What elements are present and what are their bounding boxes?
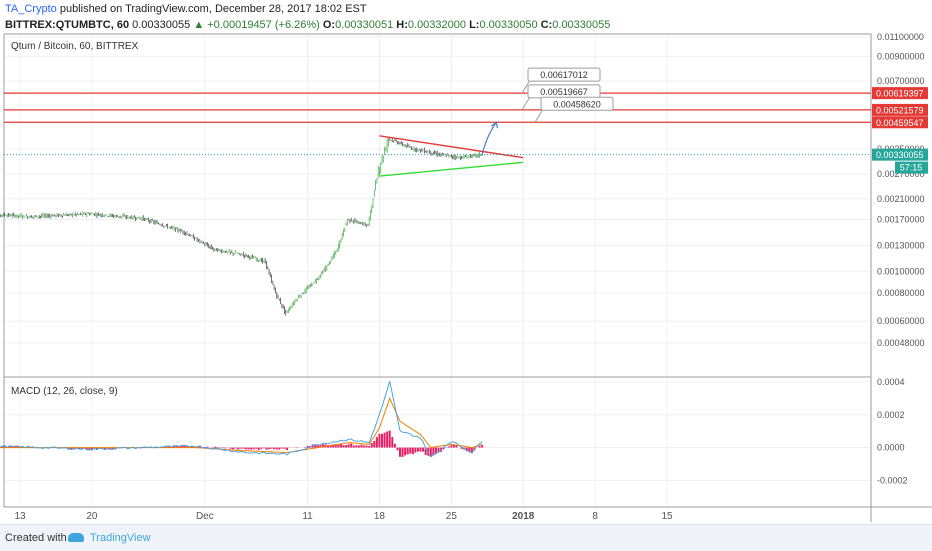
ohlc-item: C:0.00330055 (537, 19, 611, 31)
level-price-tag (872, 116, 928, 129)
tradingview-icon (68, 533, 84, 542)
y-tick-label: 0.00900000 (877, 52, 925, 62)
level-callout-text: 0.00458620 (553, 99, 601, 109)
level-price-text: 0.00619397 (876, 89, 924, 99)
macd-tick-label: 0.0004 (877, 377, 905, 387)
y-tick-label: 0.00130000 (877, 241, 925, 251)
triangle-lower-line[interactable] (379, 161, 524, 177)
triangle-pattern[interactable] (4, 121, 871, 177)
symbol-label: BITTREX:QTUMBTC, 60 (5, 19, 130, 31)
ohlc-item: H:0.00332000 (393, 19, 467, 31)
y-tick-label: 0.00048000 (877, 338, 925, 348)
y-tick-label: 0.00700000 (877, 76, 925, 86)
footer: Created with TradingView (0, 524, 932, 551)
y-tick-label: 0.00210000 (877, 194, 925, 204)
macd-tick-label: 0.0000 (877, 443, 905, 453)
x-tick-label: 13 (14, 511, 26, 522)
macd-line (0, 381, 483, 458)
symbol-line: BITTREX:QTUMBTC, 60 0.00330055 ▲ +0.0001… (5, 19, 610, 31)
candles (0, 137, 483, 316)
y-tick-label: 0.00270000 (877, 169, 925, 179)
resistance-levels[interactable]: 0.00617012 0.00519667 0.00458620 (4, 67, 871, 123)
callout-pointer (534, 109, 544, 123)
level-price-tag (872, 103, 928, 116)
current-price-text: 0.00330055 (876, 150, 924, 160)
x-tick-label: Dec (196, 511, 214, 522)
y-tick-label: 0.00100000 (877, 266, 925, 276)
x-tick-label: 18 (374, 511, 386, 522)
signal-line (0, 397, 483, 454)
callout-pointer (521, 96, 531, 111)
x-tick-label: 20 (86, 511, 98, 522)
macd-axis: 0.0004 0.0002 0.0000 -0.0002 (877, 377, 908, 485)
ohlc-item: L:0.00330050 (466, 19, 538, 31)
x-tick-label: 2018 (512, 511, 535, 522)
price-chart[interactable]: Qtum / Bitcoin, 60, BITTREX MACD (12, 26… (0, 0, 932, 522)
created-with: Created with (5, 532, 67, 544)
level-callout-text: 0.00617012 (540, 70, 588, 80)
last-price: 0.00330055 (132, 19, 191, 31)
time-axis: 13 20 Dec 11 18 25 2018 8 15 (14, 511, 673, 522)
author-link[interactable]: TA_Crypto (5, 3, 57, 15)
x-tick-label: 8 (592, 511, 598, 522)
macd-title: MACD (12, 26, close, 9) (11, 386, 118, 397)
chart-title: Qtum / Bitcoin, 60, BITTREX (11, 41, 139, 52)
change-value: ▲ +0.00019457 (+6.26%) (193, 19, 320, 31)
y-tick-label: 0.00060000 (877, 316, 925, 326)
x-tick-label: 15 (661, 511, 673, 522)
price-tags: 0.00619397 0.00521579 0.00459547 0.00330055… (872, 87, 928, 174)
current-price-tag (872, 148, 928, 161)
callout-pointer (521, 79, 531, 94)
macd-tick-label: -0.0002 (877, 475, 908, 485)
y-tick-label: 0.00080000 (877, 288, 925, 298)
published-text: published on TradingView.com, December 2… (59, 3, 367, 15)
countdown-tag (895, 161, 928, 174)
level-price-text: 0.00521579 (876, 105, 924, 115)
level-price-tag (872, 87, 928, 100)
x-tick-label: 11 (302, 511, 313, 522)
level-callout-text: 0.00519667 (540, 87, 588, 97)
ohlc-values: O:0.00330051 H:0.00332000 L:0.00330050 C… (323, 19, 611, 31)
level-callout[interactable] (527, 67, 601, 82)
level-price-text: 0.00459547 (876, 118, 924, 128)
level-callout[interactable] (540, 96, 614, 111)
ohlc-item: O:0.00330051 (322, 19, 394, 31)
chart-frame (3, 33, 872, 508)
publish-line: TA_Crypto published on TradingView.com, … (5, 3, 367, 15)
macd-tick-label: 0.0002 (877, 410, 905, 420)
y-tick-label: 0.01100000 (877, 32, 924, 42)
tradingview-logo[interactable]: TradingView (90, 532, 151, 544)
countdown-text: 57:15 (900, 163, 923, 173)
arrow-head (491, 121, 499, 129)
triangle-upper-line[interactable] (379, 135, 524, 159)
price-axis: 0.011000000.009000000.007000000.00350000… (877, 32, 925, 348)
y-tick-label: 0.00170000 (877, 214, 925, 224)
macd-pane (0, 381, 484, 458)
breakout-arrow[interactable] (481, 121, 497, 155)
grid (4, 34, 871, 507)
x-tick-label: 25 (446, 511, 458, 522)
